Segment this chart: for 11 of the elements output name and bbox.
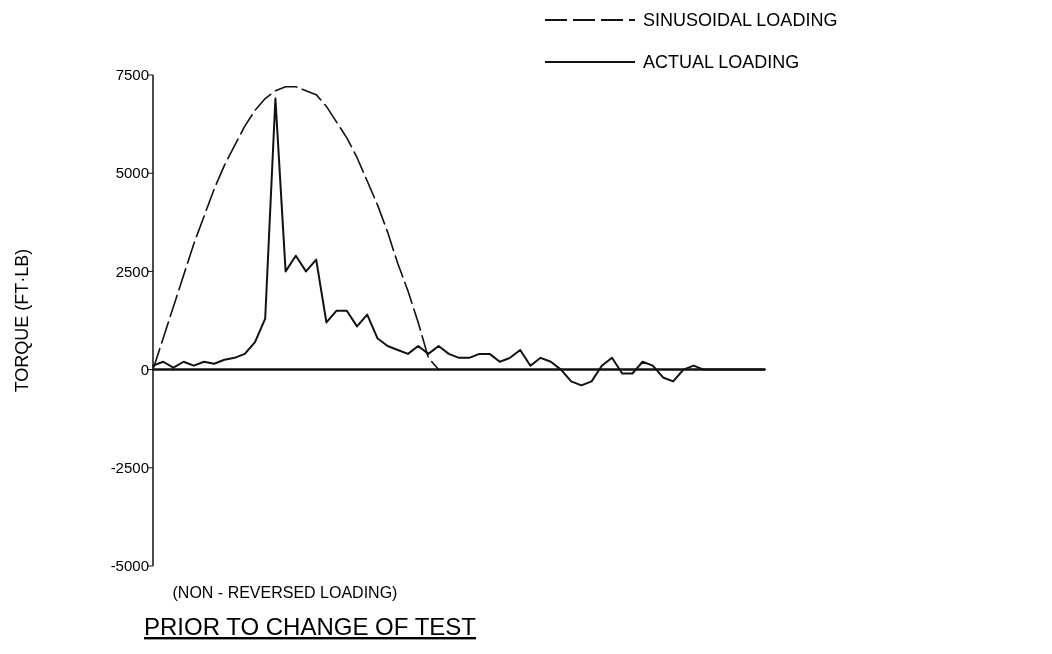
legend-label: ACTUAL LOADING	[643, 52, 800, 73]
text: PRIOR TO CHANGE OF TEST	[143, 613, 477, 640]
y-tick-label: 5000	[115, 164, 149, 182]
y-tick-label: 2500	[115, 262, 149, 280]
legend-label: SINUSOIDAL LOADING	[643, 10, 838, 31]
y-axis-title: TORQUE (FT·LB)	[12, 248, 32, 393]
x-axis-title: (NON - REVERSED LOADING)	[172, 584, 398, 601]
y-tick-label: 7500	[115, 66, 149, 84]
y-tick-label: -2500	[110, 459, 149, 477]
y-tick-label: -5000	[110, 557, 149, 575]
y-tick-label: 0	[140, 360, 149, 378]
